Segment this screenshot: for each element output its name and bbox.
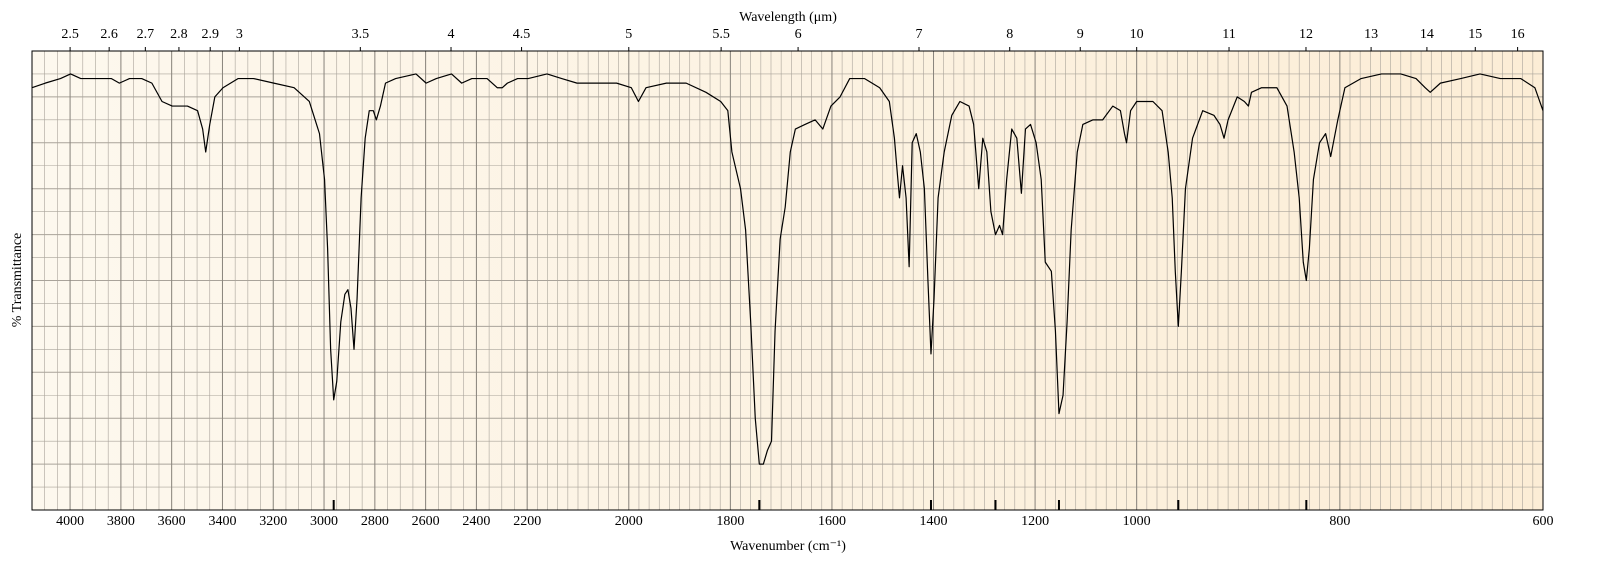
x-tick-label: 3400 [208, 514, 236, 529]
x2-tick-label: 5 [625, 27, 632, 42]
x2-tick-label: 12 [1299, 27, 1313, 42]
x-tick-label: 3000 [310, 514, 338, 529]
x2-tick-label: 3.5 [352, 27, 370, 42]
x-tick-label: 1000 [1123, 514, 1151, 529]
x2-tick-label: 2.8 [170, 27, 188, 42]
x2-tick-label: 6 [795, 27, 802, 42]
y-axis-title: % Transmittance [10, 233, 25, 328]
x2-tick-label: 3 [236, 27, 243, 42]
x2-tick-label: 13 [1364, 27, 1378, 42]
x2-tick-label: 4 [448, 27, 455, 42]
x2-tick-label: 5.5 [712, 27, 730, 42]
x-tick-label: 600 [1533, 514, 1554, 529]
marks [31, 73, 1544, 510]
x-tick-label: 2400 [462, 514, 490, 529]
x-tick-label: 1400 [920, 514, 948, 529]
x-axis-title: Wavenumber (cm⁻¹) [730, 539, 846, 554]
x2-tick-label: 2.6 [100, 27, 118, 42]
x-tick-label: 3800 [107, 514, 135, 529]
x2-tick-label: 7 [916, 27, 923, 42]
x-tick-label: 800 [1329, 514, 1350, 529]
x-tick-label: 1200 [1021, 514, 1049, 529]
spectrum-line [31, 73, 1544, 465]
x-tick-label: 2800 [361, 514, 389, 529]
x-tick-label: 1600 [818, 514, 846, 529]
grid [31, 51, 1544, 510]
x2-tick-label: 9 [1077, 27, 1084, 42]
x2-tick-label: 2.7 [137, 27, 155, 42]
x-tick-label: 3200 [259, 514, 287, 529]
x-tick-label: 4000 [56, 514, 84, 529]
x2-tick-label: 2.5 [61, 27, 79, 42]
x2-tick-label: 15 [1468, 27, 1482, 42]
x-tick-label: 2600 [412, 514, 440, 529]
x2-tick-label: 8 [1006, 27, 1013, 42]
plot-frame [31, 50, 1544, 511]
x2-tick-label: 4.5 [513, 27, 531, 42]
x2-tick-label: 2.9 [201, 27, 219, 42]
x-tick-label: 1800 [716, 514, 744, 529]
x2-tick-label: 16 [1511, 27, 1525, 42]
x2-tick-label: 11 [1222, 27, 1235, 42]
x2-tick-label: 10 [1130, 27, 1144, 42]
x-tick-label: 3600 [158, 514, 186, 529]
x-tick-label: 2200 [513, 514, 541, 529]
x2-axis-title: Wavelength (μm) [739, 10, 837, 25]
x2-tick-label: 14 [1420, 27, 1434, 42]
x-tick-label: 2000 [615, 514, 643, 529]
